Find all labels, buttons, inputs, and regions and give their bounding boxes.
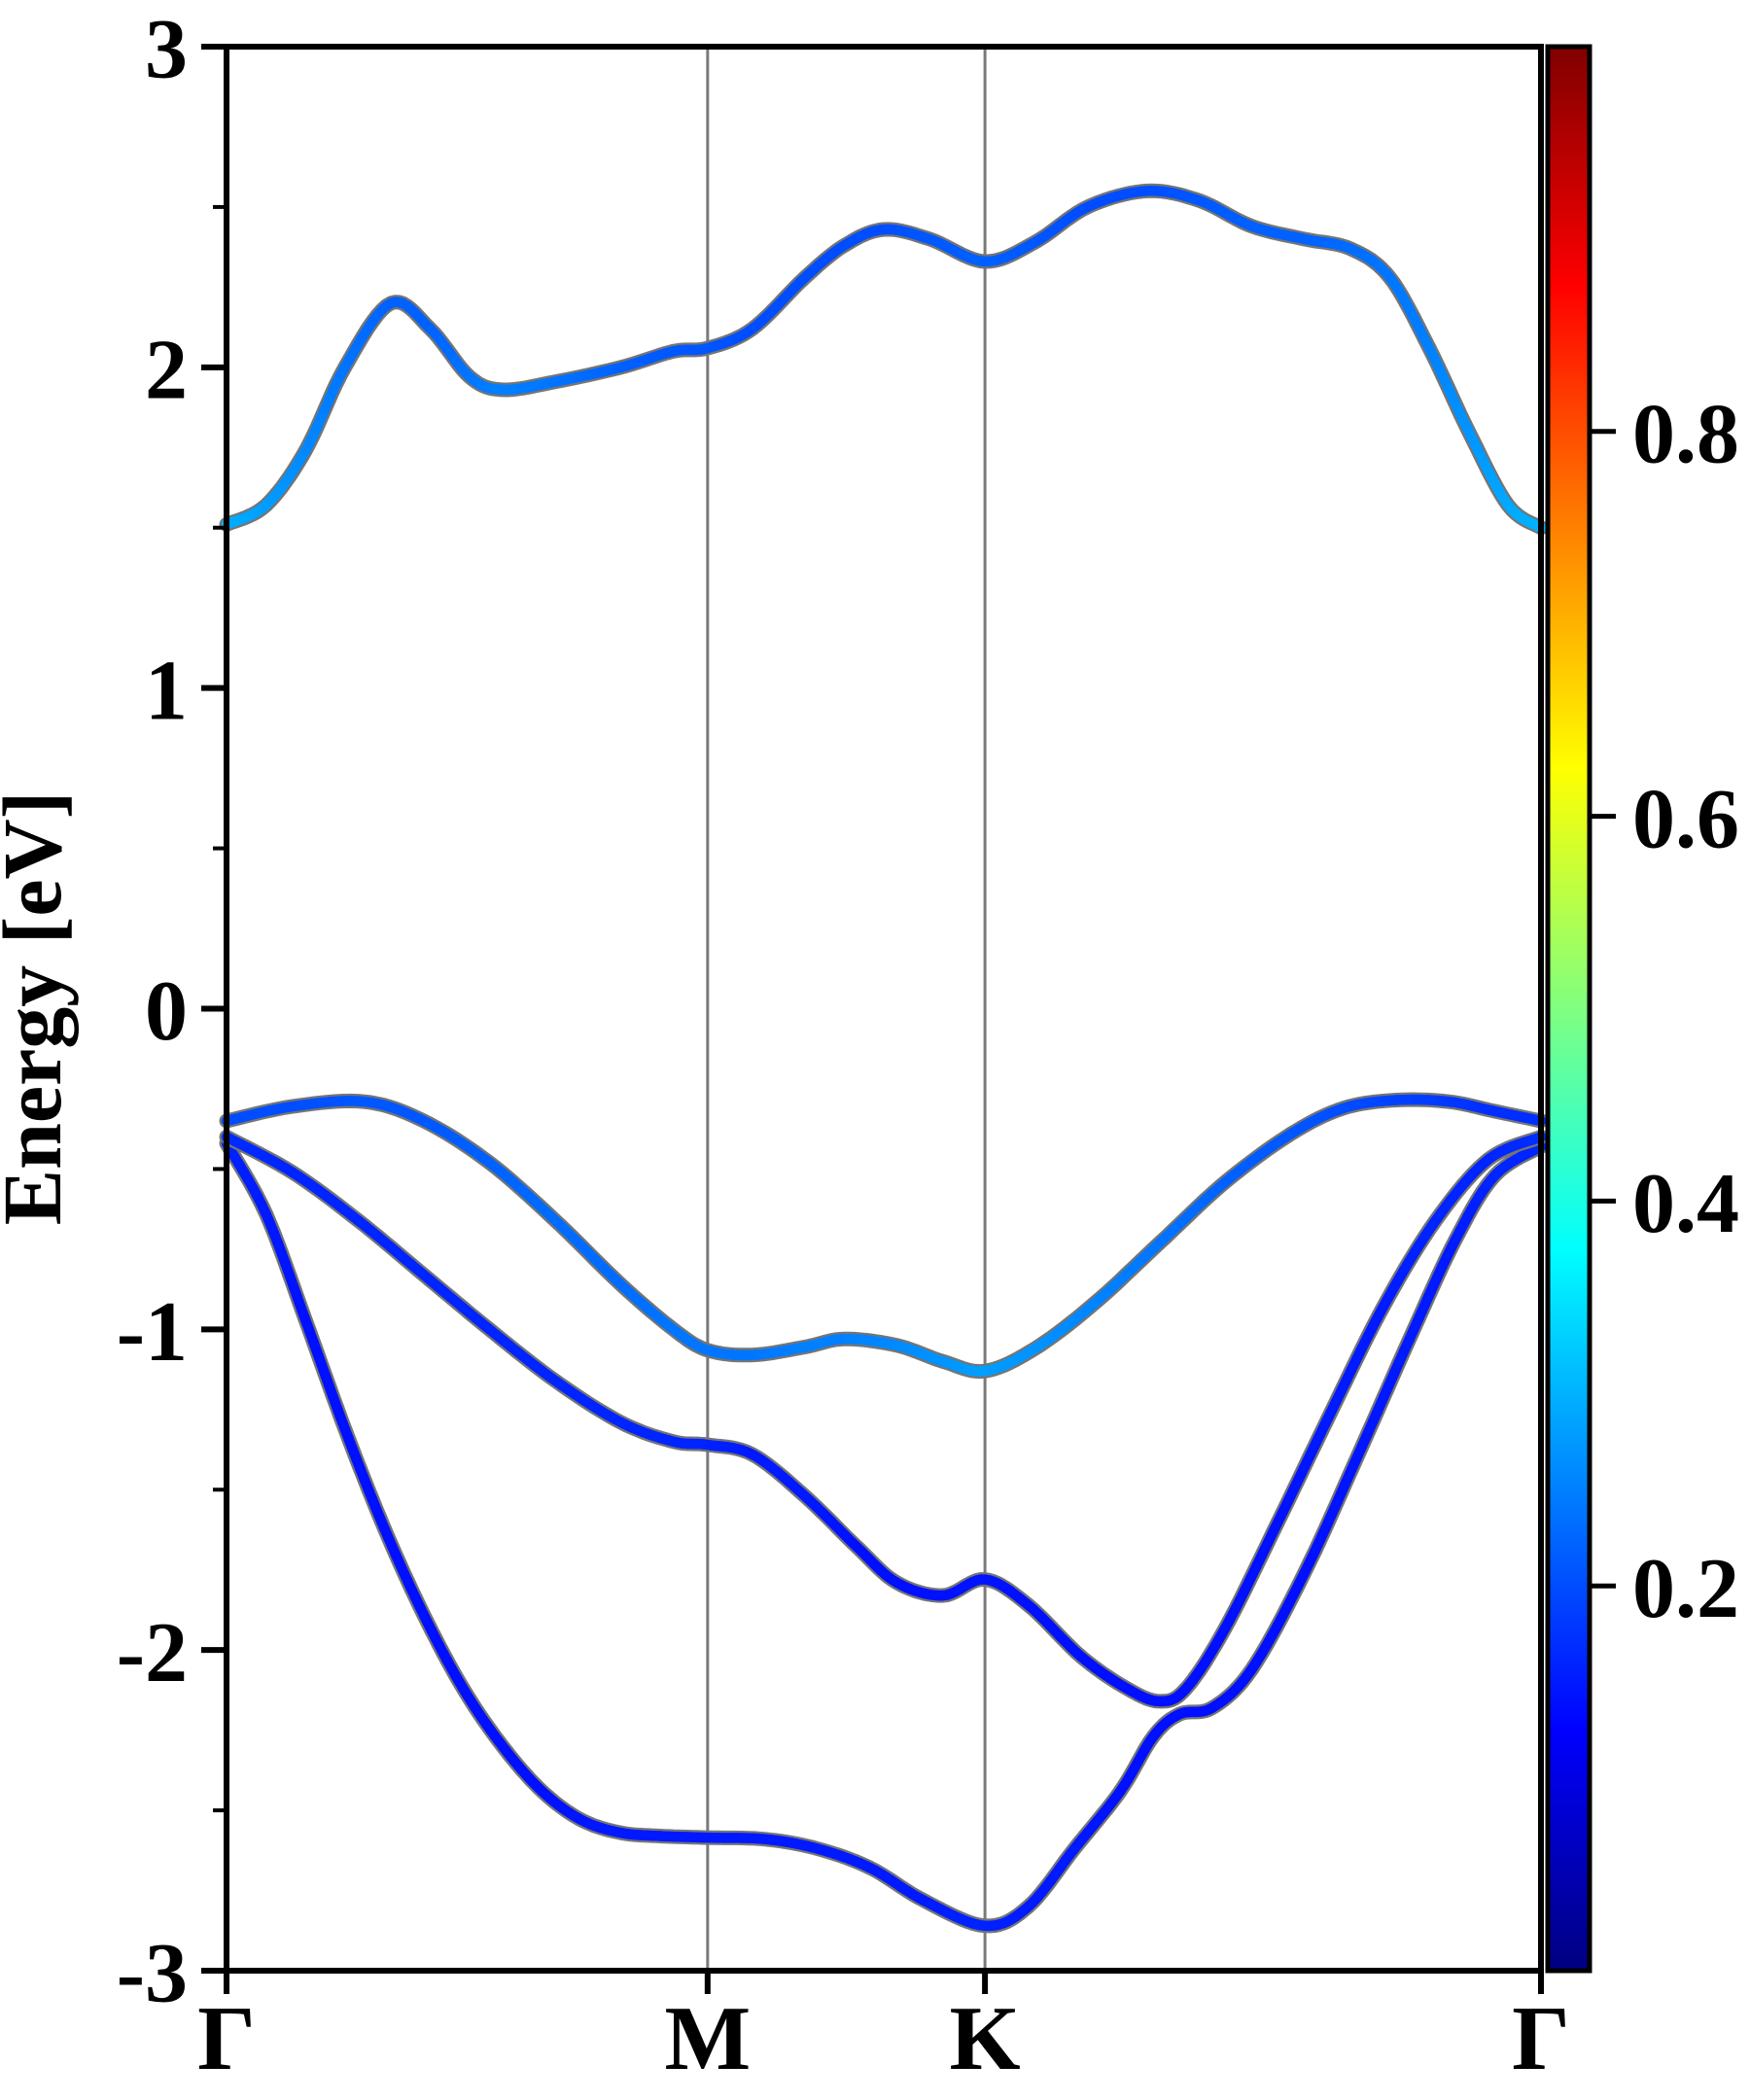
y-tick-label: 1 <box>145 644 188 738</box>
valence-band-2 <box>221 1132 1547 1707</box>
valence-band-1-outline <box>219 1136 1549 1934</box>
valence-band-3 <box>221 1094 1547 1377</box>
y-tick-label: 0 <box>145 964 188 1059</box>
colorbar-tick-label: 0.6 <box>1632 772 1739 866</box>
colorbar-border <box>1545 44 1592 1974</box>
y-tick-label: -1 <box>117 1285 188 1380</box>
colorbar-tick-label: 0.2 <box>1632 1542 1739 1636</box>
x-tick-label: Γ <box>197 1988 256 2089</box>
band-lines <box>219 183 1549 1934</box>
y-axis-label: Energy [eV] <box>0 791 79 1226</box>
colorbar: 0.2 0.4 0.6 0.8 <box>1545 44 1739 1974</box>
y-tick-label: 3 <box>145 3 188 97</box>
plot-frame <box>224 44 1544 1974</box>
conduction-band <box>221 186 1547 533</box>
colorbar-tick-label: 0.4 <box>1632 1157 1739 1251</box>
valence-band-1 <box>221 1138 1547 1932</box>
x-tick-label: K <box>950 1988 1021 2089</box>
x-tick-label: Γ <box>1512 1988 1570 2089</box>
y-tick-label: -2 <box>117 1606 188 1700</box>
y-tick-label: 2 <box>145 324 188 418</box>
y-tick-label: -3 <box>117 1927 188 2021</box>
valence-band-3-outline <box>219 1092 1549 1380</box>
colorbar-tick-label: 0.8 <box>1632 387 1739 481</box>
colorbar-gradient <box>1548 47 1590 1971</box>
x-tick-label: M <box>664 1988 751 2089</box>
gridlines <box>706 47 987 1971</box>
